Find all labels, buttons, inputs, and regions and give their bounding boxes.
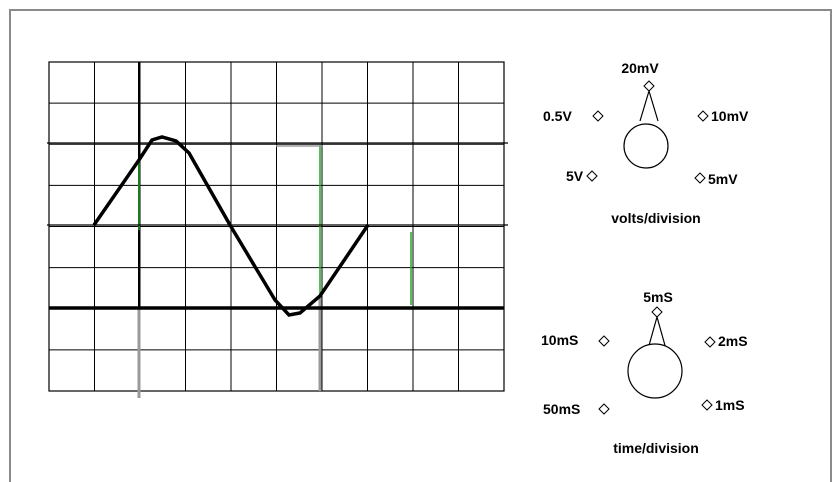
selector-diamond-icon[interactable] — [586, 170, 598, 182]
panel-border-right — [830, 9, 832, 482]
panel-border-left — [9, 9, 11, 482]
volts-setting-10mV[interactable]: 10mV — [711, 108, 749, 124]
volts-division-knob[interactable]: 20mV 0.5V 10mV 5V 5mV volts/division — [543, 60, 749, 226]
time-setting-1mS[interactable]: 1mS — [715, 397, 745, 413]
time-division-label: time/division — [613, 440, 699, 456]
volts-setting-5mV[interactable]: 5mV — [708, 171, 738, 187]
volts-setting-0.5V[interactable]: 0.5V — [543, 108, 572, 124]
selector-diamond-icon[interactable] — [598, 403, 610, 415]
volts-division-label: volts/division — [611, 210, 700, 226]
knob-pointer-icon — [647, 316, 667, 350]
selector-diamond-icon[interactable] — [598, 335, 610, 347]
knob-dial-icon[interactable] — [623, 123, 669, 169]
time-setting-2mS[interactable]: 2mS — [718, 333, 748, 349]
selector-diamond-icon[interactable] — [697, 110, 709, 122]
volts-setting-20mV[interactable]: 20mV — [621, 60, 659, 76]
time-setting-5mS[interactable]: 5mS — [643, 289, 673, 305]
selector-diamond-icon[interactable] — [651, 306, 663, 318]
selector-diamond-icon[interactable] — [701, 399, 713, 411]
knob-pointer-icon — [639, 90, 659, 122]
selector-diamond-icon[interactable] — [694, 172, 706, 184]
time-setting-10mS[interactable]: 10mS — [541, 332, 578, 348]
time-division-knob[interactable]: 5mS 10mS 2mS 50mS 1mS time/division — [541, 289, 748, 456]
sine-trace — [92, 135, 370, 317]
time-setting-50mS[interactable]: 50mS — [543, 401, 580, 417]
selector-diamond-icon[interactable] — [592, 110, 604, 122]
selector-diamond-icon[interactable] — [643, 80, 655, 92]
selector-diamond-icon[interactable] — [704, 336, 716, 348]
panel-border-top — [9, 9, 831, 11]
volts-setting-5V[interactable]: 5V — [566, 168, 584, 184]
screen-grid — [49, 62, 504, 391]
oscilloscope-screen — [47, 61, 508, 398]
knob-dial-icon[interactable] — [627, 343, 683, 399]
